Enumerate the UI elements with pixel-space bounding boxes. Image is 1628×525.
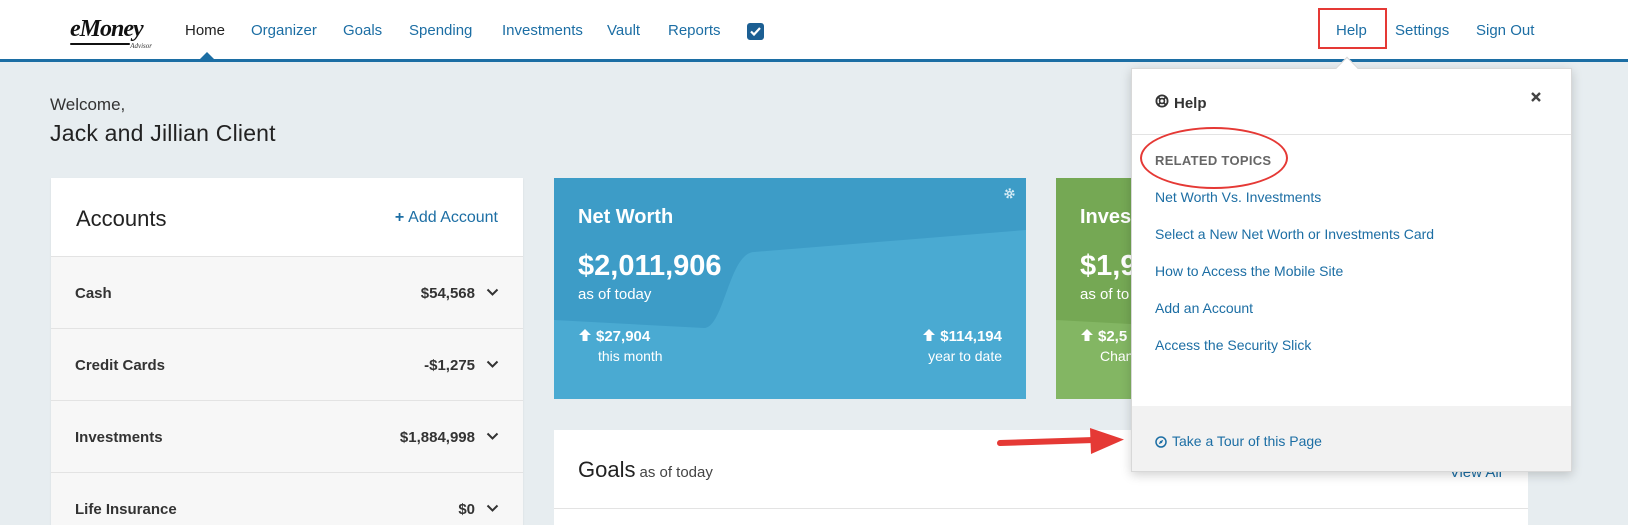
ytd-change-caption: year to date — [928, 348, 1002, 364]
net-worth-card[interactable]: Net Worth $2,011,906 as of today $27,904… — [554, 178, 1026, 399]
help-topic-link[interactable]: Access the Security Slick — [1155, 337, 1312, 353]
account-label: Investments — [75, 429, 163, 446]
month-change-value: $27,904 — [596, 328, 651, 345]
net-worth-title: Net Worth — [578, 206, 674, 228]
help-topic-link[interactable]: Net Worth Vs. Investments — [1155, 189, 1322, 205]
chevron-down-icon — [486, 504, 499, 512]
arrow-up-icon — [923, 329, 936, 341]
account-value: $54,568 — [420, 285, 475, 302]
life-ring-icon — [1155, 94, 1169, 108]
nav-home[interactable]: Home — [185, 22, 226, 39]
chevron-down-icon — [486, 288, 499, 296]
add-account-label: Add Account — [408, 209, 498, 226]
chevron-down-icon — [486, 432, 499, 440]
welcome-greeting: Welcome, — [50, 95, 126, 114]
account-row-cash[interactable]: Cash $54,568 — [51, 256, 523, 328]
active-nav-pointer — [199, 52, 215, 60]
help-topic-link[interactable]: Add an Account — [1155, 300, 1254, 316]
nav-investments[interactable]: Investments — [502, 22, 583, 39]
checkbox-todo-icon[interactable] — [747, 23, 764, 40]
related-topics-highlight-oval — [1140, 127, 1288, 189]
net-worth-amount: $2,011,906 — [578, 250, 722, 282]
investments-change-caption: Chan — [1100, 348, 1134, 364]
goals-subtitle: as of today — [639, 464, 713, 481]
goals-title: Goals — [578, 457, 636, 482]
account-value: -$1,275 — [424, 357, 475, 374]
compass-icon — [1155, 436, 1167, 448]
nav-vault[interactable]: Vault — [607, 22, 641, 39]
account-row-investments[interactable]: Investments $1,884,998 — [51, 400, 523, 472]
arrow-up-icon — [579, 329, 591, 341]
logo-subtext: Advisor — [130, 42, 152, 50]
logo-swoosh — [70, 43, 130, 45]
investments-as-of: as of to — [1080, 286, 1130, 303]
net-worth-as-of: as of today — [578, 286, 652, 303]
investments-change: $2,5 — [1080, 328, 1127, 345]
accounts-card: Accounts + Add Account Cash $54,568 Credi… — [51, 178, 523, 525]
net-worth-month-change: $27,904 this month — [578, 328, 663, 364]
top-nav-bar: eMoney Advisor Home Organizer Goals Spen… — [0, 0, 1628, 62]
help-popover: Help RELATED TOPICS Net Worth Vs. Invest… — [1131, 56, 1572, 472]
help-popover-footer: Take a Tour of this Page — [1132, 406, 1571, 471]
help-topic-link[interactable]: Select a New Net Worth or Investments Ca… — [1155, 226, 1435, 242]
take-tour-label: Take a Tour of this Page — [1172, 433, 1322, 449]
investments-amount: $1,9 — [1080, 250, 1137, 282]
arrow-up-icon — [1081, 329, 1093, 341]
ytd-change-value: $114,194 — [940, 328, 1002, 345]
gear-icon[interactable] — [1003, 187, 1016, 200]
nav-spending[interactable]: Spending — [409, 22, 473, 39]
client-name: Jack and Jillian Client — [50, 120, 276, 146]
nav-reports[interactable]: Reports — [668, 22, 721, 39]
month-change-caption: this month — [598, 348, 663, 364]
account-row-credit-cards[interactable]: Credit Cards -$1,275 — [51, 328, 523, 400]
help-topic-link[interactable]: How to Access the Mobile Site — [1155, 263, 1344, 279]
net-worth-area-chart — [554, 230, 1026, 399]
help-highlight-box — [1318, 8, 1387, 49]
help-popover-header: Help — [1132, 69, 1571, 135]
nav-goals[interactable]: Goals — [343, 22, 383, 39]
account-value: $0 — [458, 501, 475, 518]
plus-icon: + — [394, 209, 405, 226]
goals-heading: Goals as of today — [578, 457, 713, 483]
account-label: Cash — [75, 285, 112, 302]
accounts-title: Accounts — [76, 206, 167, 231]
account-label: Credit Cards — [75, 357, 166, 374]
investments-change-value: $2,5 — [1098, 328, 1128, 345]
nav-help[interactable]: Help — [1336, 22, 1367, 39]
account-value: $1,884,998 — [399, 429, 475, 446]
account-row-life-insurance[interactable]: Life Insurance $0 — [51, 472, 523, 525]
net-worth-ytd-change: $114,194 year to date — [922, 328, 1002, 364]
nav-organizer[interactable]: Organizer — [251, 22, 317, 39]
nav-sign-out[interactable]: Sign Out — [1476, 22, 1535, 39]
red-annotation-arrow — [997, 428, 1124, 454]
account-label: Life Insurance — [75, 501, 177, 518]
goals-divider — [554, 508, 1528, 509]
logo-text: eMoney — [70, 16, 144, 42]
close-icon[interactable] — [1530, 91, 1542, 103]
emoney-logo[interactable]: eMoney Advisor — [70, 16, 152, 50]
help-popover-title: Help — [1174, 95, 1207, 112]
add-account-button[interactable]: + Add Account — [395, 209, 498, 227]
take-tour-link[interactable]: Take a Tour of this Page — [1155, 433, 1322, 449]
chevron-down-icon — [486, 360, 499, 368]
nav-settings[interactable]: Settings — [1395, 22, 1450, 39]
